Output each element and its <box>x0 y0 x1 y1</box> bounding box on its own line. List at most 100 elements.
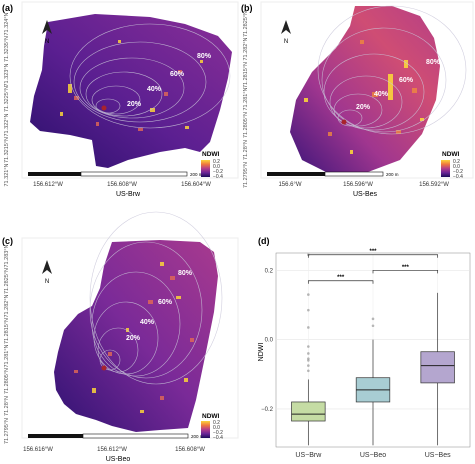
boxplot-ytick-label: 0.2 <box>265 268 274 274</box>
panel-c-tower-marker <box>101 365 107 371</box>
boxplot-box-usbes <box>420 292 455 446</box>
panel-b-x-axis: 156.6°W 156.596°W 156.592°W <box>278 182 449 188</box>
panel-c-letter: (c) <box>2 236 13 246</box>
panel-b-legend-tick: 0.2 <box>453 159 460 165</box>
panel-c-xtick: 156.612°W <box>97 447 127 453</box>
panel-c-wet-spots <box>92 262 188 413</box>
panel-c-site-label: US-Beo <box>106 456 131 463</box>
panel-b: (b) 80% 60% 40% 20% N <box>241 1 474 198</box>
svg-text:N: N <box>45 39 49 45</box>
boxplot-outlier-point <box>307 364 310 367</box>
panel-c-moist-spots <box>74 276 194 400</box>
panel-a-ndwi-map <box>30 14 232 168</box>
panel-a-footprint-contours <box>69 23 231 129</box>
significance-bracket <box>307 280 374 284</box>
panel-a-legend-title: NDWI <box>202 151 220 158</box>
boxplot-xtick-label: US−Beo <box>360 452 386 459</box>
boxplot-ytick-label: 0.0 <box>265 338 274 344</box>
panel-b-ytick: 71.28°N <box>243 140 249 160</box>
boxplot-outlier-point <box>371 317 375 321</box>
panel-b-site-label: US-Bes <box>353 191 378 198</box>
panel-a-letter: (a) <box>2 3 13 13</box>
panel-b-y-axis: 71.2825°N 71.282°N 71.2815°N 71.281°N 71… <box>243 11 249 188</box>
svg-text:200 m: 200 m <box>191 434 204 439</box>
boxplot-outlier-point <box>307 369 310 373</box>
panel-b-moist-spots <box>328 40 417 136</box>
panel-b-ytick: 71.281°N <box>243 87 249 110</box>
significance-label: *** <box>337 275 345 281</box>
panel-b-contour-60: 60% <box>399 77 414 84</box>
significance-bracket <box>307 254 439 258</box>
panel-b-xtick: 156.6°W <box>278 182 301 188</box>
boxplot-outlier-point <box>371 324 375 328</box>
svg-text:200 m: 200 m <box>190 172 203 177</box>
panel-c-contour-60: 60% <box>158 299 173 306</box>
boxplot-ytick-label: −0.2 <box>261 407 274 413</box>
panel-a-ytick: 71.3235°N <box>4 36 10 62</box>
panel-b-ytick: 71.282°N <box>243 37 249 60</box>
panel-b-wet-spots <box>304 60 424 154</box>
panel-a-ytick: 71.324°N <box>4 12 10 35</box>
panel-c-legend-tick: −0.2 <box>213 430 223 436</box>
panel-c-scalebar: 200 m <box>28 433 204 439</box>
significance-label: *** <box>402 265 410 271</box>
panel-a-xtick: 156.608°W <box>107 182 137 188</box>
panel-b-contour-80: 80% <box>426 59 441 66</box>
panel-c-ytick: 71.281°N <box>4 344 10 367</box>
panel-a-north-arrow-icon: N <box>42 20 52 45</box>
panel-d: (d) 0.20.0−0.2 NDWI ********* US−Brw US−B… <box>258 236 471 459</box>
boxplot-box-usbeo <box>355 317 391 446</box>
panel-c-ytick: 71.283°N <box>4 244 10 267</box>
panel-b-xtick: 156.592°W <box>419 182 449 188</box>
panel-c: (c) 80% 60% 40% 20% N <box>2 211 239 463</box>
panel-c-legend-title: NDWI <box>202 413 220 420</box>
boxplot-outlier-point <box>307 326 310 329</box>
panel-a-y-axis: 71.324°N 71.3235°N 71.323°N 71.3225°N 71… <box>4 12 10 186</box>
boxplot-y-label: NDWI <box>258 343 265 362</box>
panel-a-legend-tick: −0.2 <box>213 169 223 175</box>
svg-text:N: N <box>284 39 288 45</box>
panel-a-ytick: 71.323°N <box>4 63 10 86</box>
boxplot-significance: *** *** *** <box>307 249 439 284</box>
panel-c-xtick: 156.608°W <box>175 447 205 453</box>
panel-b-scalebar: 200 m <box>267 171 399 177</box>
panel-a-ytick: 71.322°N <box>4 113 10 136</box>
panel-d-letter: (d) <box>258 236 270 246</box>
panel-b-ytick: 71.2805°N <box>243 112 249 138</box>
panel-a-contour-60: 60% <box>170 71 185 78</box>
panel-c-ndwi-map <box>54 240 218 432</box>
panel-b-letter: (b) <box>241 3 253 13</box>
panel-b-legend-title: NDWI <box>442 151 460 158</box>
panel-c-ndwi-legend: NDWI 0.2 0.0 −0.2 −0.4 <box>201 413 223 441</box>
panel-c-ytick: 71.282°N <box>4 294 10 317</box>
panel-a-contour-40: 40% <box>147 86 162 93</box>
panel-a: (a) 80% 60% 40% 20% N <box>2 1 239 198</box>
panel-b-contour-20: 20% <box>356 104 371 111</box>
panel-a-contour-20: 20% <box>127 101 142 108</box>
panel-b-footprint-contours <box>317 5 467 135</box>
significance-label: *** <box>369 249 377 255</box>
boxplot-iqr-box <box>420 351 455 384</box>
panel-c-ytick: 71.2825°N <box>4 268 10 294</box>
panel-c-ytick: 71.2815°N <box>4 318 10 344</box>
svg-text:N: N <box>45 279 49 285</box>
panel-a-ndwi-legend: NDWI 0.2 0.0 −0.2 −0.4 <box>201 151 223 180</box>
panel-c-y-axis: 71.283°N 71.2825°N 71.282°N 71.2815°N 71… <box>4 244 10 444</box>
panel-b-ndwi-legend: NDWI 0.2 0.0 −0.2 −0.4 <box>441 151 463 180</box>
panel-a-site-label: US-Brw <box>116 191 141 198</box>
panel-c-ytick: 71.2795°N <box>4 418 10 444</box>
panel-c-contour-40: 40% <box>140 319 155 326</box>
panel-a-wet-spots <box>60 40 203 129</box>
panel-a-ytick: 71.321°N <box>4 163 10 186</box>
panel-a-xtick: 156.612°W <box>33 182 63 188</box>
panel-b-ndwi-map <box>290 6 440 174</box>
panel-b-tower-marker <box>341 119 347 125</box>
boxplot-outlier-point <box>307 293 310 296</box>
panel-b-contour-40: 40% <box>374 91 389 98</box>
panel-c-contour-20: 20% <box>126 335 141 342</box>
svg-text:200 m: 200 m <box>386 172 399 177</box>
panel-a-scalebar: 200 m <box>28 171 203 177</box>
panel-a-ytick: 71.3215°N <box>4 137 10 163</box>
boxplot-iqr-box <box>291 401 326 422</box>
